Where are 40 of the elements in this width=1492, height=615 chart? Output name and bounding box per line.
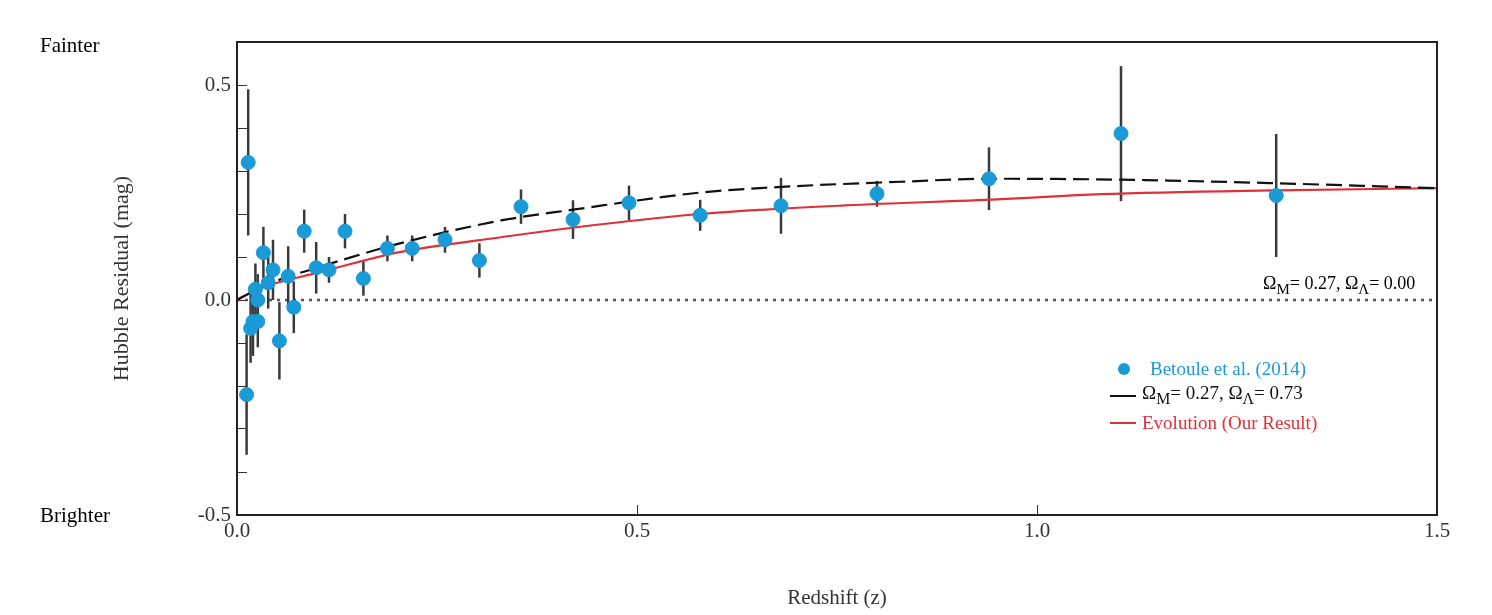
point [260,275,276,291]
y-tick-label: 0.0 [204,286,231,311]
point [250,292,266,308]
point [513,199,529,215]
point [240,154,256,170]
point [355,271,371,286]
point [321,262,337,278]
point [271,333,287,349]
point [337,223,353,239]
point [265,262,281,278]
point [869,186,885,202]
point [981,171,997,187]
x-axis-title: Redshift (z) [787,584,887,609]
x-tick-label: 0.5 [623,518,651,543]
legend-label: Betoule et al. (2014) [1150,357,1307,381]
point [471,252,487,268]
point [404,240,420,256]
point [296,223,312,239]
point [255,245,271,261]
legend-label: Evolution (Our Result) [1142,410,1318,435]
point [308,260,324,276]
legend-label: Ω$_{M}$= 0.27, Ω$_{Λ}$= 0.73 [1142,381,1303,409]
point [437,232,453,248]
x-tick-label: 1.0 [1023,518,1051,543]
point [692,207,708,223]
ref-line-label: Ω$_{M}$= 0.27, Ω$_{Λ}$= 0.00 [1263,273,1416,298]
y-tick-label: 0.5 [204,71,231,96]
point [280,268,296,284]
point [379,240,395,256]
point [1268,188,1284,204]
text: Fainter [40,32,100,58]
x-tick-label: 1.5 [1423,518,1451,543]
point [773,198,789,214]
point [565,212,581,228]
point [1113,126,1129,142]
y-axis-title: Hubble Residual (mag) [107,175,133,382]
point [286,299,302,315]
text: Brighter [40,502,110,528]
point [239,387,255,403]
point [621,195,637,211]
